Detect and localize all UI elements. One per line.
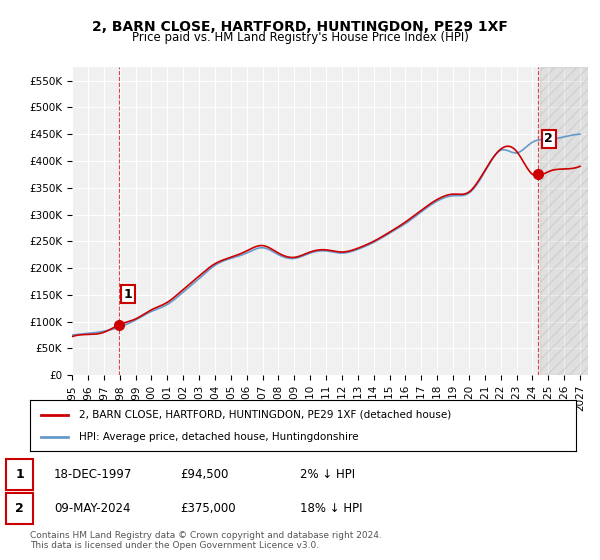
Text: 2% ↓ HPI: 2% ↓ HPI [300, 468, 355, 481]
Text: £375,000: £375,000 [180, 502, 236, 515]
Text: 2: 2 [544, 132, 553, 145]
Text: 18% ↓ HPI: 18% ↓ HPI [300, 502, 362, 515]
Text: 1: 1 [16, 468, 24, 481]
Text: Contains HM Land Registry data © Crown copyright and database right 2024.
This d: Contains HM Land Registry data © Crown c… [30, 530, 382, 550]
Text: HPI: Average price, detached house, Huntingdonshire: HPI: Average price, detached house, Hunt… [79, 432, 359, 442]
Text: 1: 1 [124, 288, 133, 301]
Text: 2, BARN CLOSE, HARTFORD, HUNTINGDON, PE29 1XF: 2, BARN CLOSE, HARTFORD, HUNTINGDON, PE2… [92, 20, 508, 34]
Text: 2: 2 [16, 502, 24, 515]
Text: 09-MAY-2024: 09-MAY-2024 [54, 502, 131, 515]
Text: 2, BARN CLOSE, HARTFORD, HUNTINGDON, PE29 1XF (detached house): 2, BARN CLOSE, HARTFORD, HUNTINGDON, PE2… [79, 409, 451, 419]
Text: 18-DEC-1997: 18-DEC-1997 [54, 468, 133, 481]
Text: Price paid vs. HM Land Registry's House Price Index (HPI): Price paid vs. HM Land Registry's House … [131, 31, 469, 44]
Text: £94,500: £94,500 [180, 468, 229, 481]
